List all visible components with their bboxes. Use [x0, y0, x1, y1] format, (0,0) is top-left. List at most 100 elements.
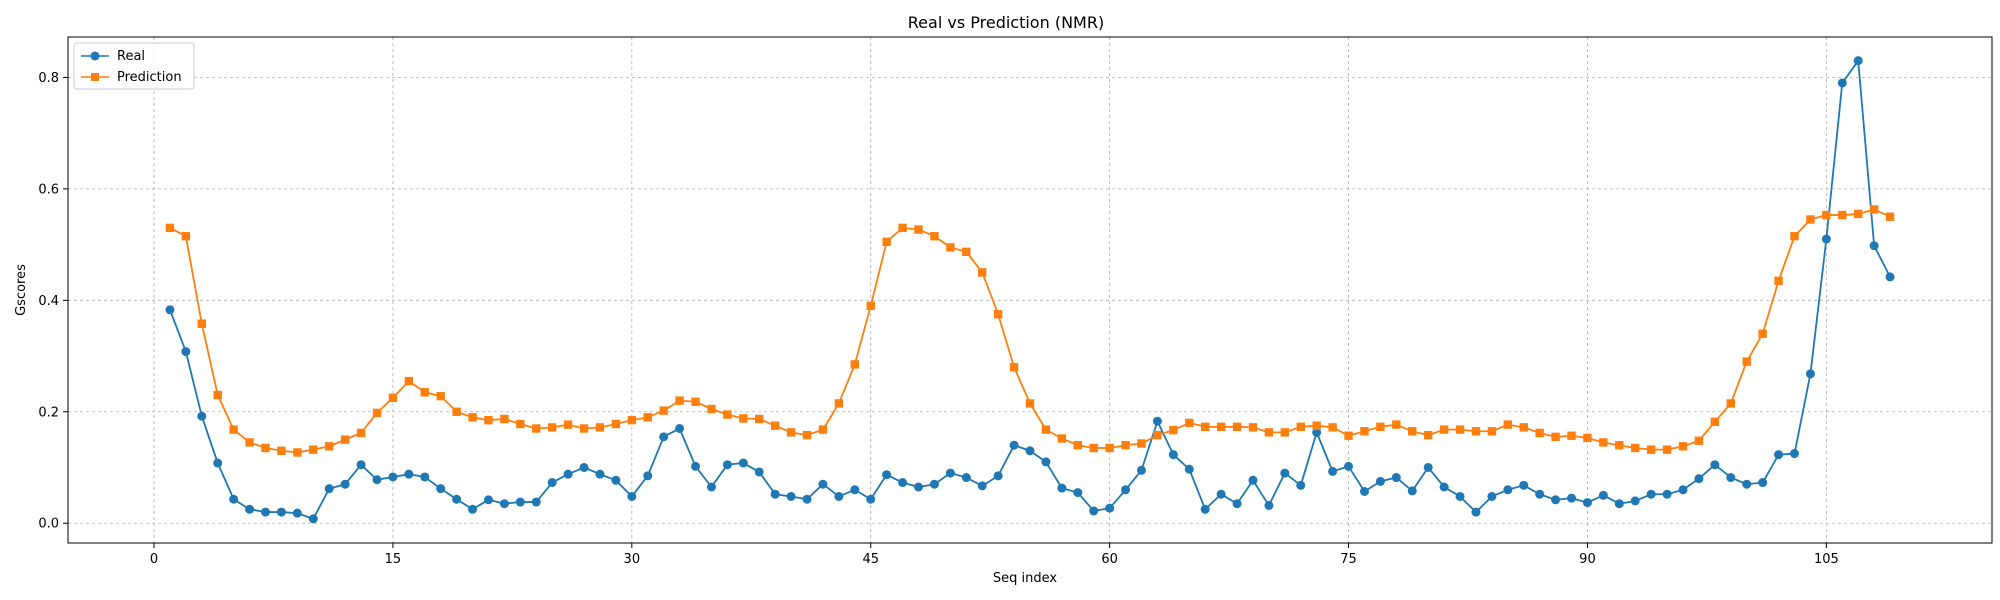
point-real [929, 479, 939, 489]
point-real [1168, 450, 1178, 460]
point-prediction [1774, 276, 1783, 286]
point-real [1200, 504, 1210, 514]
point-real [1598, 490, 1608, 500]
point-real [977, 481, 987, 491]
point-prediction [1328, 423, 1337, 432]
point-real [611, 475, 621, 485]
point-prediction [643, 413, 652, 422]
series-markers [165, 56, 1895, 524]
x-tick-label: 75 [1340, 552, 1357, 567]
point-real [404, 469, 414, 479]
point-prediction [1121, 440, 1130, 450]
x-tick-label: 30 [624, 552, 641, 567]
point-real [436, 484, 446, 494]
point-real [1503, 485, 1513, 495]
point-real [1009, 440, 1019, 450]
point-prediction [1200, 422, 1210, 432]
point-prediction [723, 410, 732, 419]
point-real [1726, 473, 1736, 483]
point-prediction [1471, 427, 1481, 436]
point-prediction [1854, 209, 1863, 219]
point-prediction [1169, 425, 1178, 435]
point-real [802, 494, 812, 504]
point-prediction [1009, 362, 1019, 372]
x-tick-label: 15 [385, 552, 402, 567]
point-prediction [1264, 428, 1274, 437]
point-real [468, 504, 478, 514]
point-prediction [245, 438, 254, 447]
point-prediction [1423, 430, 1433, 440]
point-real [1790, 449, 1800, 459]
point-real [595, 469, 605, 479]
point-prediction [850, 360, 860, 369]
legend-marker-real [90, 51, 100, 61]
point-prediction [261, 443, 270, 453]
point-real [1105, 503, 1115, 513]
point-real [1758, 478, 1768, 488]
point-real [754, 467, 764, 477]
point-real [1121, 485, 1131, 495]
point-real [1853, 56, 1863, 66]
point-prediction [818, 425, 828, 434]
point-real [659, 432, 669, 442]
point-real [898, 478, 908, 488]
point-real [1375, 476, 1385, 486]
point-prediction [707, 404, 716, 414]
point-prediction [1742, 357, 1751, 366]
point-real [276, 507, 286, 517]
point-prediction [1344, 431, 1353, 440]
point-real [1328, 466, 1338, 476]
point-prediction [930, 232, 939, 241]
point-real [292, 508, 302, 518]
point-prediction [1678, 442, 1688, 451]
point-real [1646, 489, 1656, 499]
point-real [1471, 507, 1481, 517]
point-prediction [293, 448, 302, 457]
point-real [197, 411, 207, 421]
point-real [1805, 369, 1815, 379]
point-prediction [1216, 422, 1226, 432]
point-real [372, 475, 382, 485]
x-tick-label: 0 [150, 552, 158, 567]
point-real [1041, 457, 1051, 467]
point-prediction [866, 301, 875, 311]
point-real [1455, 491, 1465, 501]
point-prediction [165, 223, 175, 233]
point-real [515, 497, 525, 507]
point-real [579, 462, 589, 472]
point-real [1439, 482, 1449, 492]
point-prediction [1662, 445, 1672, 454]
point-real [675, 423, 685, 433]
point-prediction [468, 413, 477, 422]
point-prediction [1487, 427, 1497, 436]
point-real [1710, 460, 1720, 470]
point-prediction [627, 415, 637, 425]
point-prediction [1232, 422, 1242, 432]
point-real [483, 495, 493, 505]
legend: Real Prediction [73, 42, 195, 90]
point-real [420, 472, 430, 482]
point-prediction [229, 425, 238, 434]
x-axis-label: Seq index [993, 571, 1058, 586]
point-prediction [1599, 438, 1608, 447]
point-prediction [1360, 427, 1369, 436]
point-prediction [1296, 422, 1305, 432]
point-real [1296, 480, 1306, 490]
point-real [1232, 499, 1242, 509]
point-real [1535, 489, 1545, 499]
point-real [1280, 468, 1290, 478]
point-real [834, 491, 844, 501]
point-real [1630, 496, 1640, 506]
point-prediction [340, 435, 350, 444]
point-prediction [1519, 423, 1528, 432]
point-prediction [1710, 417, 1720, 426]
point-real [260, 507, 270, 517]
point-real [531, 497, 541, 507]
point-prediction [404, 376, 414, 386]
point-prediction [1376, 422, 1385, 432]
point-prediction [1822, 210, 1831, 220]
point-real [499, 499, 509, 509]
point-real [213, 458, 223, 468]
point-prediction [1535, 428, 1544, 438]
point-prediction [1073, 440, 1082, 450]
